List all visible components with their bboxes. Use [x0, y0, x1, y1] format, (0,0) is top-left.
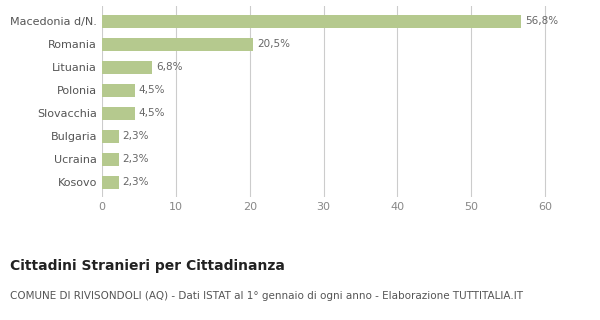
Text: Cittadini Stranieri per Cittadinanza: Cittadini Stranieri per Cittadinanza	[10, 259, 285, 273]
Bar	[102, 153, 119, 166]
Bar	[102, 107, 135, 120]
Text: 2,3%: 2,3%	[122, 178, 149, 188]
Bar	[102, 176, 119, 189]
Text: 2,3%: 2,3%	[122, 132, 149, 141]
Bar	[102, 38, 253, 51]
Text: 4,5%: 4,5%	[139, 85, 166, 95]
Bar	[102, 15, 521, 28]
Text: 4,5%: 4,5%	[139, 108, 166, 118]
Bar	[102, 130, 119, 143]
Text: 56,8%: 56,8%	[525, 16, 558, 27]
Text: 2,3%: 2,3%	[122, 155, 149, 164]
Bar	[102, 61, 152, 74]
Text: 6,8%: 6,8%	[156, 62, 182, 72]
Text: 20,5%: 20,5%	[257, 39, 290, 49]
Text: COMUNE DI RIVISONDOLI (AQ) - Dati ISTAT al 1° gennaio di ogni anno - Elaborazion: COMUNE DI RIVISONDOLI (AQ) - Dati ISTAT …	[10, 291, 523, 301]
Bar	[102, 84, 135, 97]
